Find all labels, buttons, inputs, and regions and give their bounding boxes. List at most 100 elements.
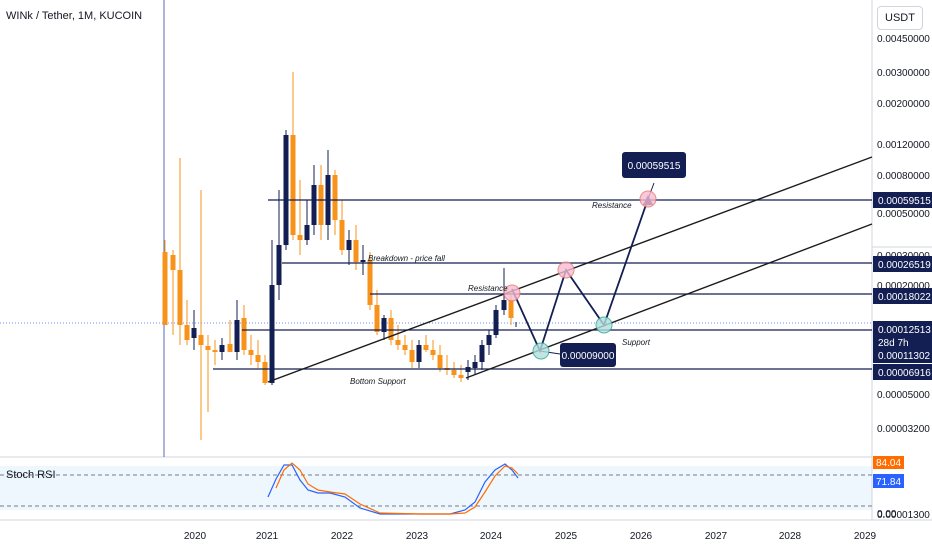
- candle-body: [241, 318, 247, 350]
- candle-body: [360, 260, 366, 262]
- price-tag-label: 0.00006916: [878, 368, 931, 379]
- candle-body: [191, 328, 197, 338]
- support-circle-2: [595, 316, 613, 334]
- callout-low-box: [560, 343, 616, 367]
- candle: [255, 340, 261, 368]
- candle: [269, 240, 275, 385]
- candle-body: [234, 320, 240, 352]
- time-axis-tick: 2021: [256, 531, 279, 542]
- rsi-d-tag: 84.04: [876, 458, 901, 469]
- candle-body: [311, 185, 317, 225]
- candle-body: [248, 350, 254, 355]
- candle: [360, 245, 366, 275]
- candle: [416, 340, 422, 368]
- candle: [479, 340, 485, 370]
- candle-body: [198, 335, 204, 345]
- candle-body: [367, 260, 373, 305]
- candle-body: [402, 345, 408, 350]
- price-tag-box: [873, 321, 932, 351]
- candle-body: [290, 135, 296, 235]
- price-axis-tick: 0.00200000: [877, 99, 930, 110]
- rsi-k-tag-box: [873, 474, 904, 488]
- candle-body: [493, 310, 499, 335]
- candle: [325, 150, 331, 240]
- candle-body: [177, 270, 183, 325]
- price-axis-tick: 0.00001300: [877, 510, 930, 521]
- candle: [451, 362, 457, 378]
- callout-low-text: 0.00009000: [562, 351, 615, 362]
- price-axis-tick: 0.00050000: [877, 209, 930, 220]
- candle-body: [227, 344, 233, 352]
- time-axis-tick: 2023: [406, 531, 429, 542]
- candle-body: [409, 350, 415, 362]
- candle-body: [269, 285, 275, 383]
- annotation-breakdown: Breakdown - price fall: [368, 254, 445, 263]
- candle-body: [416, 345, 422, 362]
- price-tag-box: [873, 347, 932, 363]
- candle-body: [205, 346, 211, 350]
- candle-body: [162, 252, 168, 325]
- resistance-circle-2: [557, 261, 575, 279]
- price-tag-box: [873, 192, 932, 208]
- price-tag-label: 0.00012513: [878, 325, 931, 336]
- stoch-k-line: [267, 463, 519, 515]
- candle: [367, 252, 373, 310]
- candle: [409, 340, 415, 368]
- time-axis-tick: 2020: [184, 531, 207, 542]
- candle-body: [283, 135, 289, 245]
- candle-body: [430, 350, 436, 355]
- price-tag-box: [873, 256, 932, 272]
- candle: [493, 305, 499, 338]
- candle: [234, 300, 240, 360]
- stoch-rsi-label[interactable]: Stoch RSI: [6, 469, 56, 481]
- candle-body: [486, 335, 492, 345]
- candle: [486, 330, 492, 355]
- price-axis-tick: 0.00005000: [877, 390, 930, 401]
- candle: [262, 355, 268, 385]
- price-axis-tick: 0.00020000: [877, 281, 930, 292]
- currency-button[interactable]: USDT: [877, 6, 923, 30]
- candle-body: [381, 318, 387, 332]
- candle: [212, 340, 218, 365]
- candle: [402, 335, 408, 355]
- candle: [374, 290, 380, 335]
- price-tag-box: [873, 364, 932, 380]
- candle-body: [479, 345, 485, 362]
- candle-body: [297, 235, 303, 240]
- candle: [304, 200, 310, 245]
- price-axis-tick: 0.00080000: [877, 171, 930, 182]
- price-tag-label: 0.00059515: [878, 196, 931, 207]
- candle: [430, 340, 436, 360]
- candle: [162, 240, 168, 325]
- time-axis-tick: 2028: [779, 531, 802, 542]
- annotation-bottom-support: Bottom Support: [350, 377, 406, 386]
- candle: [472, 355, 478, 375]
- candle: [444, 355, 450, 375]
- annotation-resistance-top: Resistance: [592, 201, 632, 210]
- candle-body: [395, 340, 401, 345]
- candle-body: [437, 355, 443, 368]
- candle: [346, 230, 352, 265]
- candle: [423, 335, 429, 352]
- candle: [395, 325, 401, 350]
- candle: [248, 335, 254, 365]
- candle-body: [508, 300, 514, 318]
- candle: [332, 170, 338, 235]
- resistance-circle-3: [639, 190, 657, 208]
- candle-body: [318, 185, 324, 225]
- price-tag-label: 0.00011302: [878, 351, 931, 362]
- candle-body: [353, 240, 359, 262]
- candle: [339, 200, 345, 255]
- candle-body: [276, 245, 282, 285]
- time-axis-tick: 2022: [331, 531, 354, 542]
- stoch-d-line: [275, 462, 519, 515]
- resistance-circle-1: [503, 284, 521, 302]
- candle: [184, 300, 190, 345]
- price-axis-tick: 0.00120000: [877, 140, 930, 151]
- time-axis-tick: 2029: [854, 531, 877, 542]
- time-axis-tick: 2027: [705, 531, 728, 542]
- annotation-support: Support: [622, 338, 651, 347]
- candle: [381, 315, 387, 340]
